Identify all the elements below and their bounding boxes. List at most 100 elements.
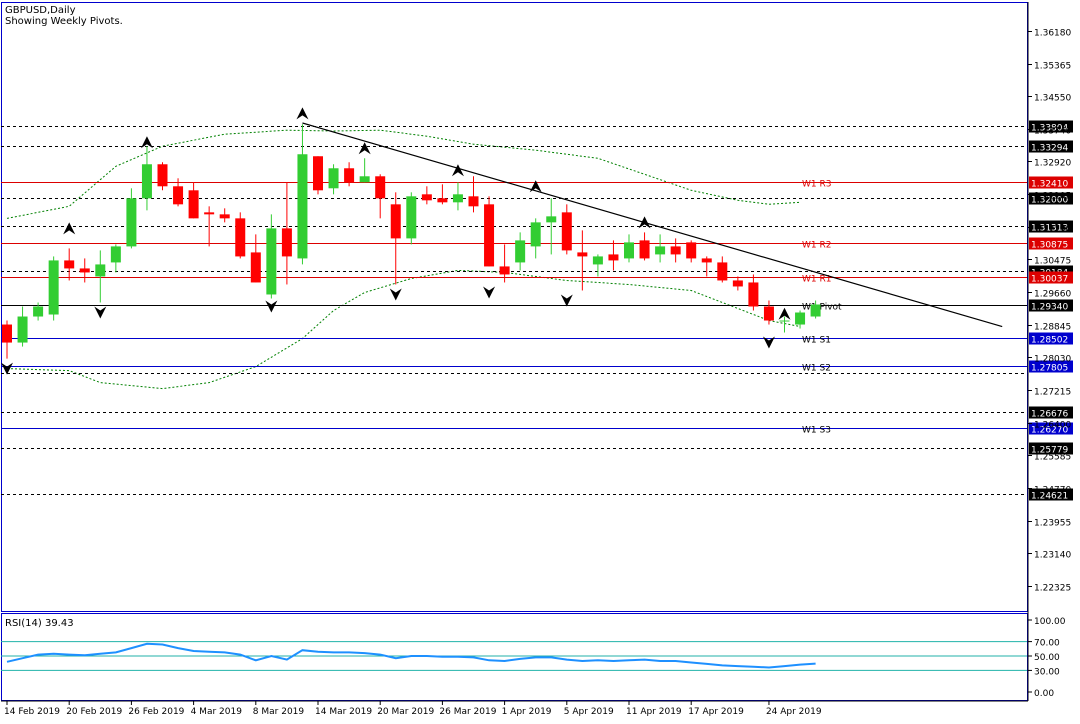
candle <box>95 250 106 303</box>
fractal-down-icon <box>560 294 573 307</box>
candle-body <box>484 204 495 267</box>
price-label-box <box>1029 120 1073 133</box>
rsi-tick-label: 50.00 <box>1034 653 1060 663</box>
candle <box>763 300 774 325</box>
candles <box>2 124 821 359</box>
candle <box>530 218 541 259</box>
candle-body <box>17 316 28 343</box>
rsi-line <box>6 642 816 669</box>
candle-body <box>375 176 386 199</box>
price-tick-label: 1.36180 <box>1034 29 1071 39</box>
price-label: 1.33294 <box>1031 144 1068 154</box>
price-label: 1.26676 <box>1031 410 1068 420</box>
candle-body <box>670 246 681 255</box>
price-label: 1.28502 <box>1031 336 1068 346</box>
candle-body <box>655 246 666 255</box>
fractal-down-icon <box>94 306 107 319</box>
candle <box>499 244 510 283</box>
price-label-box <box>1029 332 1073 345</box>
fractal-down-icon <box>265 300 278 313</box>
candle-body <box>437 198 448 203</box>
candle <box>375 174 386 219</box>
candle <box>686 240 697 263</box>
fractals <box>1 107 791 375</box>
pivot-line-name: W1 S1 <box>802 336 831 346</box>
time-label: 8 Mar 2019 <box>253 707 305 717</box>
pivot-line-name: W1 R3 <box>802 180 831 190</box>
candle <box>359 158 370 183</box>
price-tick-label: 1.25585 <box>1034 453 1071 463</box>
candle-body <box>577 252 588 257</box>
candle <box>328 164 339 195</box>
band-upper <box>6 129 801 219</box>
candle-body <box>608 254 619 261</box>
candle-body <box>561 212 572 251</box>
candle-body <box>468 196 479 207</box>
candle-body <box>530 222 541 247</box>
price-tick-label: 1.28845 <box>1034 323 1071 333</box>
candle <box>795 310 806 329</box>
candle-body <box>297 154 308 259</box>
candle <box>421 186 432 205</box>
price-label: 1.26270 <box>1031 426 1068 436</box>
candle-body <box>141 164 152 199</box>
candle <box>79 258 90 283</box>
rsi-tick-label: 0.00 <box>1034 689 1054 699</box>
candle <box>188 182 199 219</box>
candle-body <box>592 256 603 265</box>
candle <box>546 198 557 255</box>
price-label-box <box>1029 237 1073 250</box>
price-label-box <box>1029 299 1073 312</box>
candle <box>297 124 308 265</box>
candle-body <box>173 186 184 205</box>
rsi-label: RSI(14) 39.43 <box>5 618 74 629</box>
envelope-bands <box>6 129 801 390</box>
pivot-lines: W1 R3 W1 R2 W1 R1 W1 Pivot W1 S1 W1 S2 W1 S3 <box>1 126 1027 495</box>
price-label: 1.32410 <box>1031 180 1068 190</box>
time-label: 26 Feb 2019 <box>128 707 184 717</box>
candle-body <box>266 228 277 295</box>
candle <box>17 306 28 347</box>
fractal-up-icon <box>296 107 309 120</box>
candle-body <box>33 306 44 317</box>
rsi-tick-label: 100.00 <box>1034 617 1066 627</box>
time-axis: 14 Feb 2019 20 Feb 2019 26 Feb 2019 4 Mar 2… <box>4 701 822 717</box>
candle <box>313 156 323 195</box>
price-label-box <box>1029 422 1073 435</box>
candle-body <box>219 214 230 219</box>
candle-body <box>779 320 790 322</box>
candle <box>561 204 572 255</box>
candle-body <box>639 240 650 259</box>
chart-title: GBPUSD,Daily <box>5 5 76 16</box>
candle <box>779 316 790 333</box>
chart-subtitle: Showing Weekly Pivots. <box>5 16 123 27</box>
candle <box>452 182 463 211</box>
price-tick-label: 1.24770 <box>1034 486 1071 496</box>
candle <box>748 274 759 311</box>
candle-body <box>359 176 370 183</box>
candle <box>64 248 75 281</box>
candle <box>406 192 417 245</box>
price-tick-label: 1.32920 <box>1034 159 1071 169</box>
candle-body <box>810 304 821 317</box>
candle <box>33 302 44 321</box>
candle <box>235 212 246 259</box>
candle-body <box>701 258 712 263</box>
candle-body <box>686 242 697 259</box>
candle-body <box>795 312 806 325</box>
time-label: 14 Mar 2019 <box>315 707 372 717</box>
price-tick-label: 1.32105 <box>1034 192 1071 202</box>
candle <box>157 162 168 191</box>
time-label: 24 Apr 2019 <box>766 707 822 717</box>
candle <box>701 256 712 277</box>
candle <box>126 188 137 249</box>
fractal-down-icon <box>389 288 402 301</box>
time-label: 17 Apr 2019 <box>688 707 744 717</box>
candle <box>639 232 650 261</box>
price-label: 1.25779 <box>1031 446 1068 456</box>
band-lower <box>6 269 801 390</box>
fractal-up-icon <box>140 136 153 149</box>
candle <box>484 196 495 267</box>
time-label: 26 Mar 2019 <box>439 707 496 717</box>
